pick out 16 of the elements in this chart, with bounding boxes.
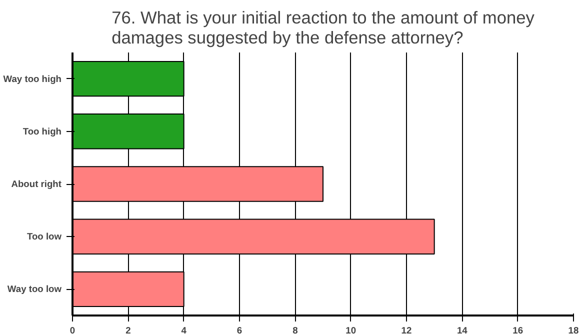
y-tick-label: Way too high (3, 74, 62, 84)
x-tick-label: 4 (181, 326, 188, 336)
y-tick-label: About right (11, 179, 62, 189)
x-tick-label: 14 (456, 326, 468, 336)
x-tick-label: 12 (401, 326, 412, 336)
x-tick-label: 16 (512, 326, 524, 336)
chart-title: 76. What is your initial reaction to the amount of money damages suggested by the defense attorney? (112, 8, 535, 48)
x-tick-label: 8 (292, 326, 298, 336)
y-tick-label: Too low (26, 232, 62, 242)
x-tick-label: 6 (236, 326, 242, 336)
x-tick-label: 0 (70, 326, 76, 336)
x-tick-label: 10 (346, 326, 356, 336)
x-tick-label: 18 (568, 326, 579, 336)
y-tick-label: Too high (22, 126, 62, 136)
x-tick-label: 2 (126, 326, 131, 336)
y-tick-label: Way too low (7, 284, 62, 294)
